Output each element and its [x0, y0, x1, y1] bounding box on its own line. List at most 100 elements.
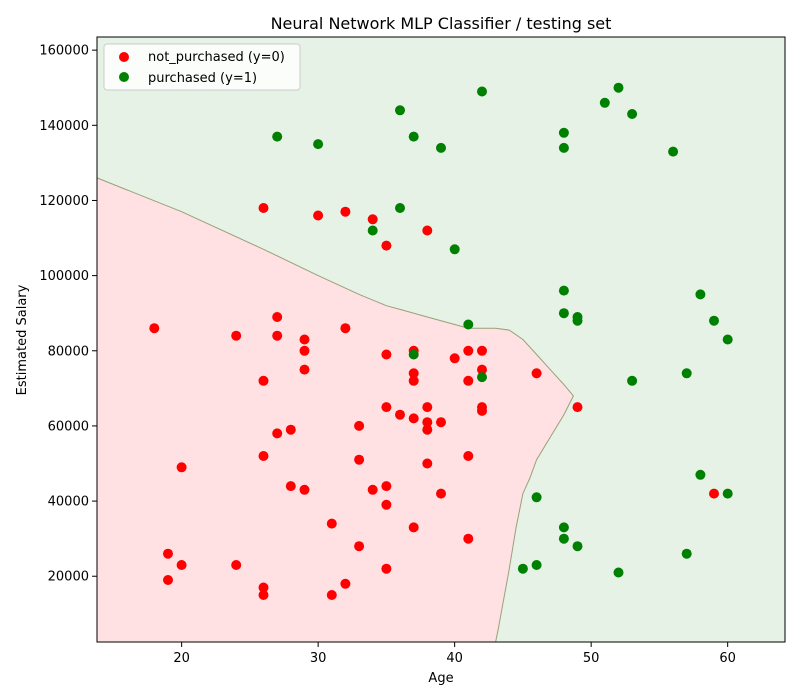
- data-point-not-purchased: [258, 451, 269, 461]
- x-tick-label: 30: [310, 651, 327, 666]
- data-point-not-purchased: [313, 210, 324, 221]
- data-point-not-purchased: [231, 330, 242, 341]
- data-point-purchased: [313, 139, 324, 150]
- data-point-not-purchased: [395, 409, 405, 420]
- data-point-not-purchased: [408, 522, 419, 533]
- plot-frame: [96, 36, 786, 643]
- data-point-not-purchased: [326, 518, 337, 529]
- data-point-not-purchased: [381, 402, 392, 413]
- legend-box: [103, 43, 301, 91]
- data-point-purchased: [449, 244, 460, 255]
- data-point-purchased: [613, 82, 624, 93]
- data-point-purchased: [531, 492, 542, 503]
- data-point-not-purchased: [477, 364, 487, 375]
- data-point-not-purchased: [149, 323, 160, 334]
- data-point-not-purchased: [477, 345, 487, 356]
- data-point-purchased: [599, 97, 610, 108]
- data-point-purchased: [408, 131, 419, 142]
- data-point-not-purchased: [367, 214, 378, 225]
- data-point-not-purchased: [408, 368, 419, 379]
- x-tick-label: 60: [719, 651, 736, 666]
- data-point-not-purchased: [381, 563, 392, 574]
- data-point-not-purchased: [408, 375, 419, 386]
- data-point-purchased: [395, 105, 405, 116]
- data-point-not-purchased: [231, 560, 242, 570]
- x-axis-ticks: 20 30 40 50 60: [173, 642, 736, 666]
- data-point-not-purchased: [408, 413, 419, 424]
- data-point-purchased: [709, 315, 719, 326]
- data-point-not-purchased: [572, 402, 583, 413]
- data-point-purchased: [436, 142, 446, 153]
- data-point-not-purchased: [436, 417, 446, 428]
- data-point-not-purchased: [381, 349, 392, 360]
- data-point-not-purchased: [258, 582, 269, 593]
- x-tick-label: 20: [173, 651, 190, 666]
- data-point-not-purchased: [463, 345, 474, 356]
- data-point-not-purchased: [463, 533, 474, 544]
- data-point-not-purchased: [367, 484, 378, 495]
- data-point-not-purchased: [463, 375, 474, 386]
- data-point-not-purchased: [326, 590, 337, 600]
- data-point-not-purchased: [422, 417, 433, 428]
- data-point-not-purchased: [163, 548, 173, 559]
- data-point-purchased: [613, 567, 624, 578]
- y-tick-label: 80000: [48, 344, 89, 359]
- data-point-not-purchased: [285, 481, 296, 492]
- data-point-not-purchased: [163, 575, 173, 585]
- y-tick-label: 60000: [48, 419, 89, 434]
- data-point-purchased: [695, 289, 706, 300]
- data-point-not-purchased: [272, 330, 283, 341]
- data-point-purchased: [477, 86, 487, 97]
- data-point-purchased: [572, 541, 583, 552]
- y-tick-label: 20000: [48, 570, 89, 585]
- legend-marker-purchased: [119, 72, 129, 82]
- data-point-purchased: [722, 334, 733, 345]
- data-point-not-purchased: [381, 499, 392, 510]
- data-point-purchased: [558, 533, 569, 544]
- data-point-not-purchased: [422, 402, 433, 413]
- data-point-not-purchased: [272, 428, 283, 439]
- x-axis-label: Age: [428, 671, 453, 686]
- data-point-purchased: [681, 548, 692, 559]
- data-point-purchased: [627, 109, 638, 119]
- data-point-purchased: [668, 146, 679, 157]
- data-point-not-purchased: [340, 323, 351, 334]
- data-point-not-purchased: [299, 345, 310, 356]
- data-point-purchased: [572, 315, 583, 326]
- data-point-not-purchased: [531, 368, 542, 379]
- data-point-not-purchased: [354, 420, 365, 431]
- y-tick-label: 40000: [48, 495, 89, 510]
- data-point-not-purchased: [299, 334, 310, 345]
- data-point-not-purchased: [354, 454, 365, 465]
- data-point-not-purchased: [299, 484, 310, 495]
- data-point-purchased: [558, 127, 569, 138]
- data-point-purchased: [558, 142, 569, 153]
- data-point-purchased: [367, 225, 378, 236]
- data-point-purchased: [408, 349, 419, 360]
- data-point-purchased: [695, 469, 706, 480]
- data-point-not-purchased: [422, 458, 433, 469]
- data-point-not-purchased: [258, 375, 269, 386]
- data-point-not-purchased: [258, 590, 269, 600]
- data-point-not-purchased: [709, 488, 719, 499]
- y-tick-label: 140000: [39, 119, 89, 134]
- data-point-not-purchased: [340, 578, 351, 589]
- data-point-purchased: [627, 375, 638, 386]
- data-point-purchased: [395, 203, 405, 213]
- chart-title: Neural Network MLP Classifier / testing …: [271, 14, 612, 33]
- data-point-not-purchased: [381, 481, 392, 492]
- data-point-not-purchased: [340, 206, 351, 217]
- data-point-not-purchased: [436, 488, 446, 499]
- data-point-not-purchased: [176, 462, 187, 473]
- x-tick-label: 40: [446, 651, 463, 666]
- y-tick-label: 120000: [39, 194, 89, 209]
- data-point-not-purchased: [422, 225, 433, 236]
- data-point-purchased: [272, 131, 283, 142]
- legend-marker-not-purchased: [119, 52, 129, 62]
- data-point-not-purchased: [258, 203, 269, 213]
- y-axis-label: Estimated Salary: [15, 284, 30, 395]
- data-point-purchased: [531, 560, 542, 570]
- data-point-purchased: [558, 285, 569, 296]
- data-point-not-purchased: [477, 405, 487, 416]
